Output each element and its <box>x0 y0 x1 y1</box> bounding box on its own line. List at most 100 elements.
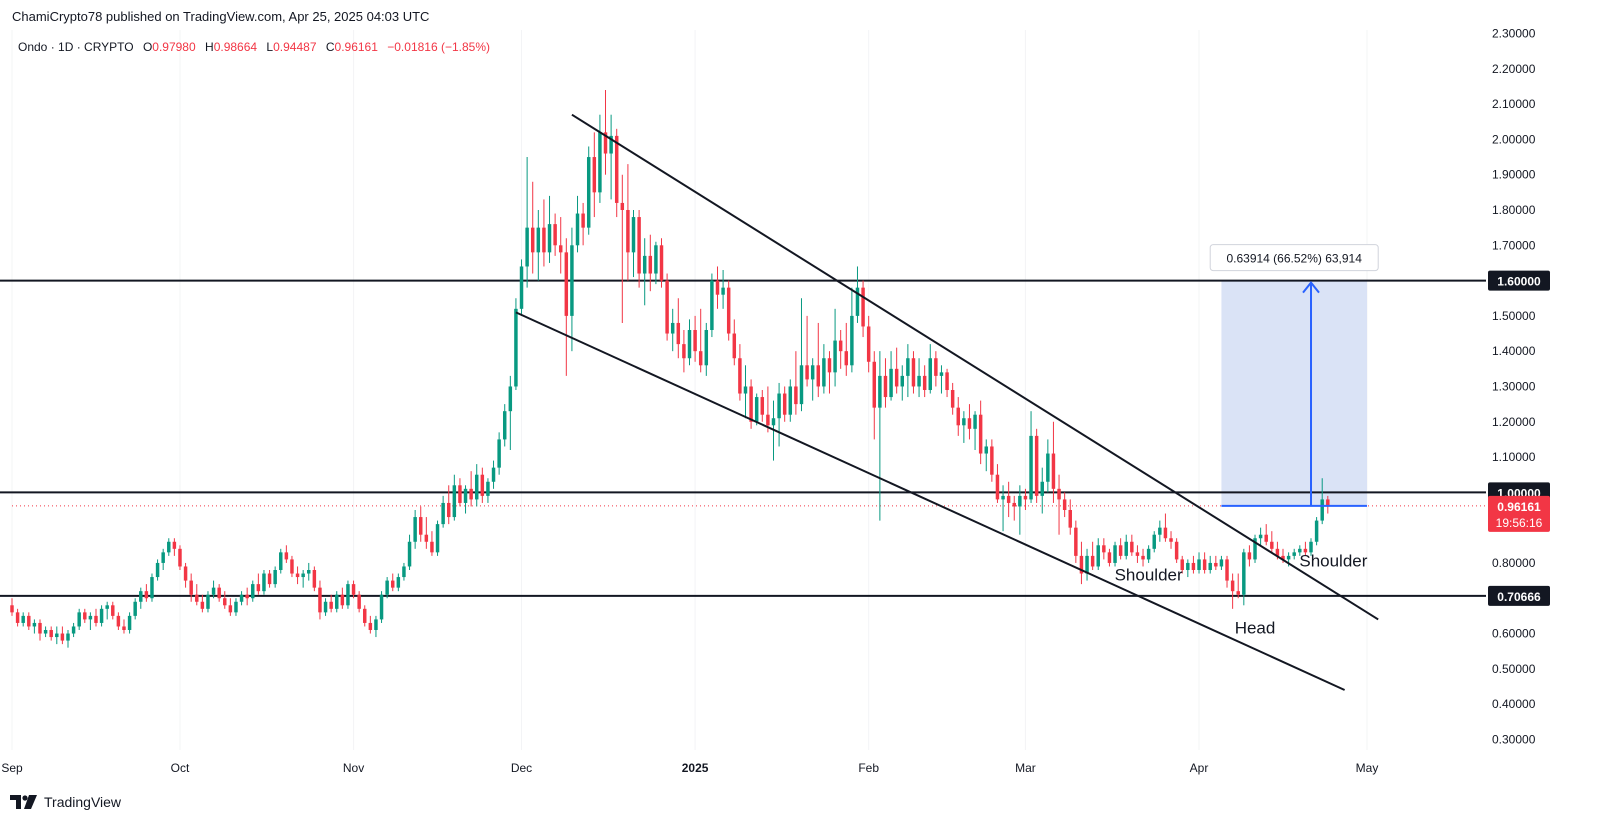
candle-body <box>648 255 653 274</box>
y-tick-label: 1.10000 <box>1492 450 1536 464</box>
candle-body <box>234 601 238 613</box>
close-label: C <box>325 40 335 54</box>
candle-body <box>603 132 608 154</box>
x-tick-label: Apr <box>1190 761 1209 775</box>
symbol-legend: Ondo · 1D · CRYPTO O0.97980 H0.98664 L0.… <box>18 40 490 54</box>
candle-body <box>318 587 322 613</box>
candle-body <box>883 375 888 398</box>
candle-body <box>1236 591 1240 595</box>
candle-body <box>1079 555 1084 574</box>
candle-body <box>424 534 429 542</box>
candle-body <box>609 135 613 154</box>
candle-body <box>251 584 255 599</box>
candle-body <box>850 315 854 366</box>
high-label: H <box>205 40 214 54</box>
candle-body <box>1146 548 1151 560</box>
candle-body <box>782 393 787 415</box>
candle-body <box>144 591 149 599</box>
candle-body <box>1286 555 1291 560</box>
candle-body <box>127 615 132 630</box>
candle-body <box>379 594 384 620</box>
symbol-name: Ondo · 1D · CRYPTO <box>18 40 134 54</box>
candle-body <box>239 594 244 602</box>
close-value: 0.96161 <box>334 40 378 54</box>
y-tick-label: 1.80000 <box>1492 203 1536 217</box>
trendline-upper[interactable] <box>571 113 1379 621</box>
candle-body <box>1309 541 1313 553</box>
candle-body <box>894 368 899 387</box>
candle-body <box>777 393 781 419</box>
last-price-label: 0.96161 <box>1497 500 1541 514</box>
candle-body <box>167 541 171 553</box>
candle-body <box>816 365 821 387</box>
candle-body <box>223 598 227 606</box>
candle-body <box>122 626 126 630</box>
candle-body <box>435 524 440 553</box>
price-axis[interactable]: 2.30000 2.20000 2.10000 2.00000 1.90000 1.800… <box>1488 27 1550 747</box>
candle-body <box>928 358 933 390</box>
candle-body <box>1062 499 1067 510</box>
candle-body <box>1135 552 1140 556</box>
y-tick-label: 2.30000 <box>1492 27 1536 41</box>
candle-body <box>911 358 916 387</box>
candle-body <box>284 552 289 560</box>
candle-body <box>1001 495 1005 500</box>
candle-body <box>659 245 664 281</box>
pattern-annotations: Shoulder Head Shoulder <box>1115 551 1368 637</box>
candle-body <box>1281 555 1285 560</box>
candle-body <box>1096 545 1100 567</box>
candle-body <box>547 224 552 253</box>
low-label: L <box>266 40 274 54</box>
candle-body <box>491 467 496 482</box>
candle-body <box>878 375 882 408</box>
y-tick-label: 0.80000 <box>1492 556 1536 570</box>
level-price-badge <box>1488 585 1550 606</box>
candle-body <box>301 573 305 578</box>
publisher-line: ChamiCrypto78 published on TradingView.c… <box>12 9 430 24</box>
candle-body <box>441 502 445 525</box>
candle-body <box>312 570 317 588</box>
candle-body <box>206 594 210 609</box>
candle-body <box>32 622 37 627</box>
candle-body <box>111 605 115 616</box>
y-tick-label: 2.20000 <box>1492 62 1536 76</box>
candle-body <box>827 358 832 373</box>
candle-body <box>116 615 121 627</box>
candle-body <box>66 633 70 641</box>
grid-layer <box>11 30 1368 750</box>
candle-body <box>1107 552 1112 563</box>
candle-body <box>581 213 585 228</box>
candle-body <box>833 340 837 373</box>
candle-body <box>732 333 737 359</box>
candle-body <box>1230 580 1235 592</box>
candle-body <box>553 224 557 246</box>
candle-body <box>766 414 770 426</box>
time-axis[interactable]: Sep Oct Nov Dec 2025 Feb Mar Apr May <box>1 761 1378 775</box>
candle-body <box>38 622 42 634</box>
candle-body <box>486 481 490 496</box>
candle-body <box>575 213 580 246</box>
candle-body <box>1275 548 1280 556</box>
candle-body <box>419 517 423 535</box>
measure-arrow-head <box>1302 280 1320 294</box>
candle-body <box>542 227 546 253</box>
y-tick-label: 1.20000 <box>1492 415 1536 429</box>
candle-body <box>1046 453 1050 482</box>
candle-body <box>133 601 137 616</box>
candle-body <box>1326 499 1330 507</box>
candle-body <box>1208 562 1212 570</box>
candle-body <box>749 386 753 422</box>
trendline-lower[interactable] <box>515 311 1346 691</box>
candle-body <box>1197 559 1201 570</box>
candle-body <box>1006 495 1011 503</box>
candle-body <box>1191 562 1196 570</box>
tradingview-logo[interactable]: TradingView <box>10 794 121 810</box>
candle-body <box>1085 555 1089 574</box>
candle-body <box>374 619 378 630</box>
candle-body <box>256 584 261 592</box>
candle-body <box>346 584 350 606</box>
candle-body <box>945 372 949 390</box>
candle-body <box>1303 548 1308 553</box>
y-tick-label: 0.40000 <box>1492 697 1536 711</box>
